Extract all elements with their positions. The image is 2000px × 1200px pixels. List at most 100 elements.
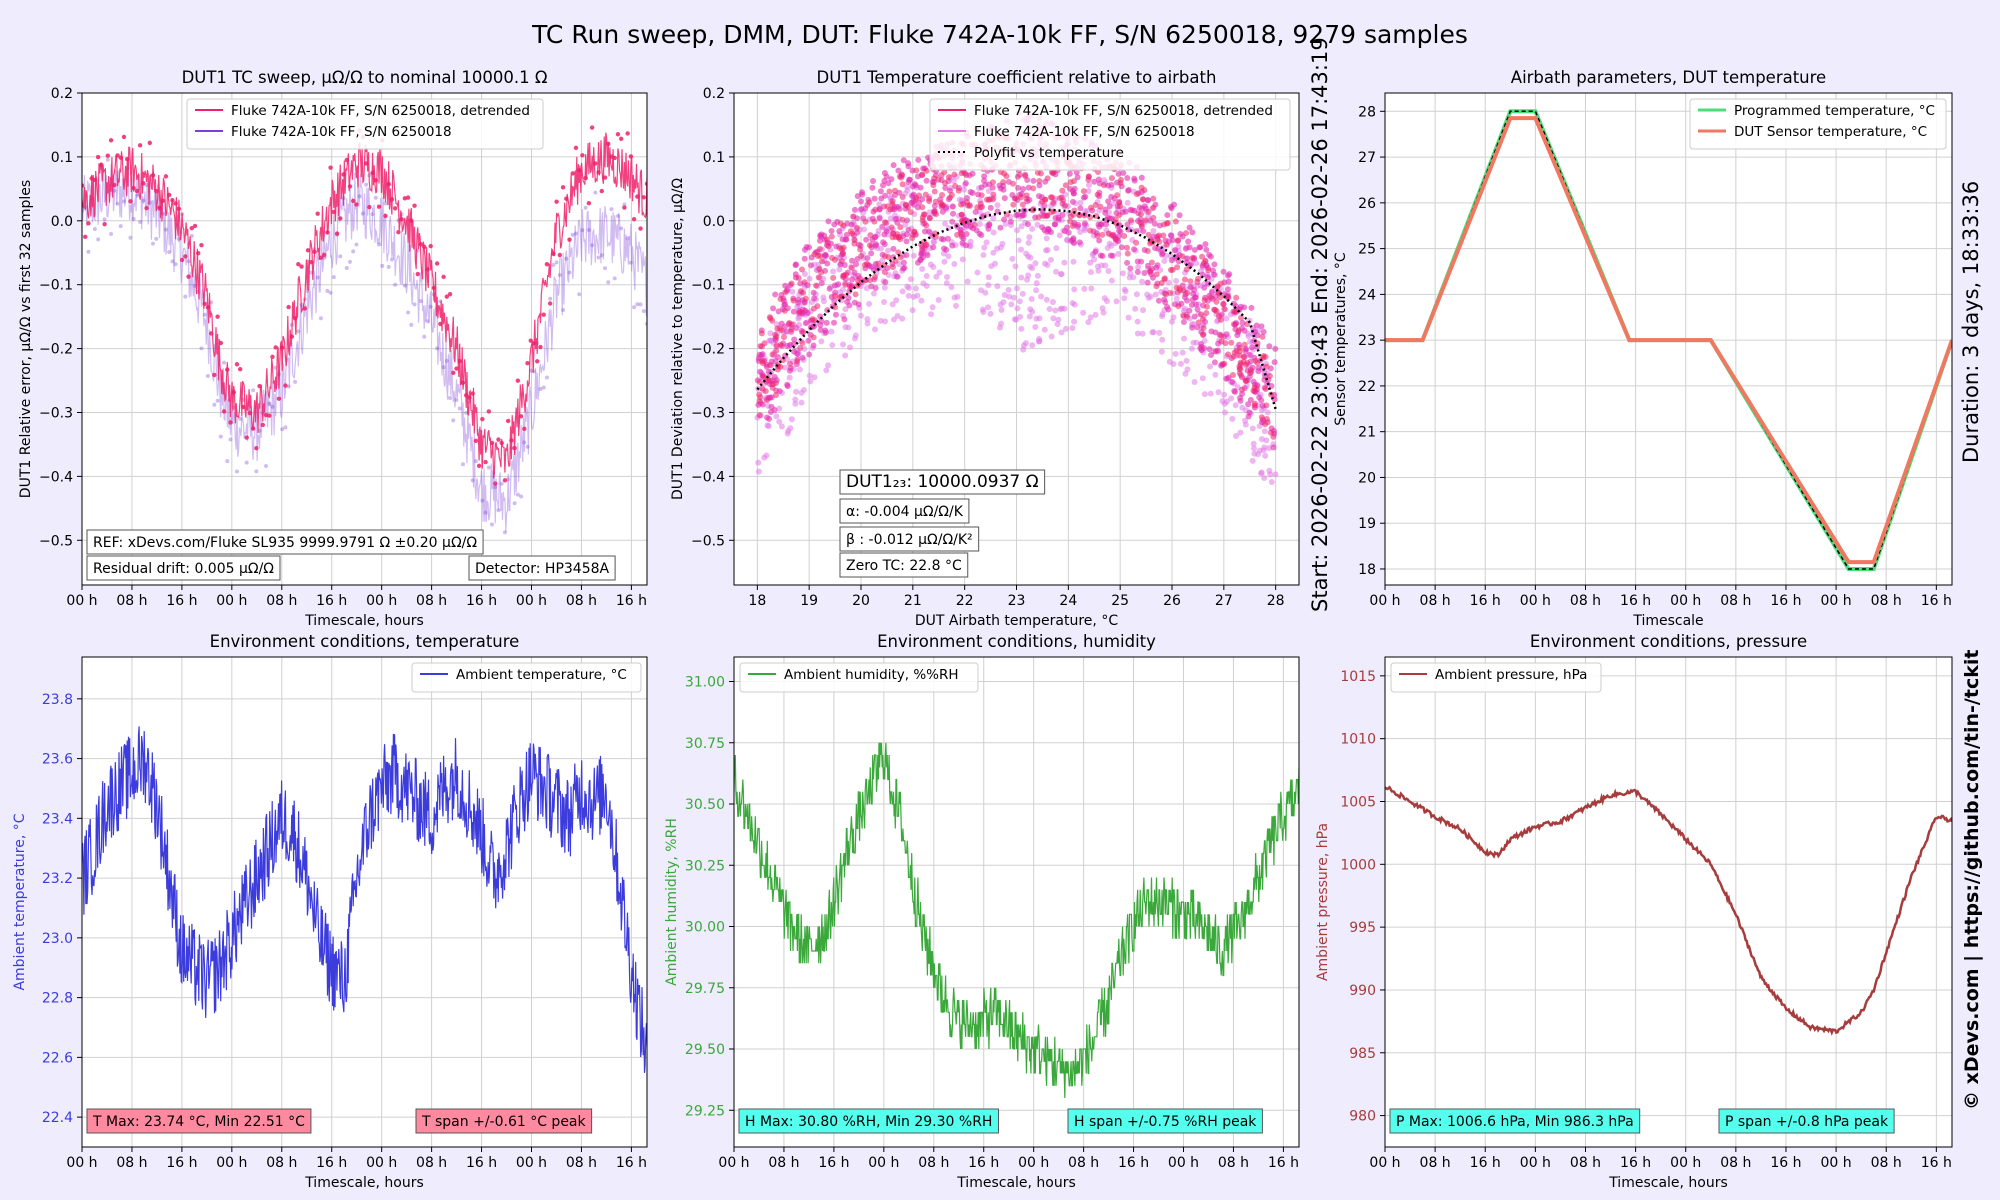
- y-tick-label: 990: [1349, 983, 1376, 999]
- raw-point: [493, 485, 498, 490]
- detrended-point: [871, 195, 878, 202]
- raw-point: [776, 418, 783, 425]
- detrended-point: [1213, 298, 1220, 305]
- detrended-point: [225, 367, 230, 372]
- detrended-point: [267, 413, 272, 418]
- raw-point: [1261, 428, 1268, 435]
- raw-point: [1002, 274, 1009, 281]
- raw-point: [1249, 457, 1256, 464]
- detrended-point: [325, 230, 330, 235]
- detrended-point: [813, 282, 820, 289]
- detrended-point: [777, 341, 784, 348]
- raw-point: [985, 274, 992, 281]
- raw-point: [1017, 313, 1024, 320]
- y-tick-label: 22: [1358, 379, 1376, 395]
- detrended-point: [1050, 208, 1057, 215]
- detrended-point: [1242, 348, 1249, 355]
- detrended-point: [1145, 231, 1152, 238]
- detrended-point: [825, 218, 832, 225]
- legend-label: Polyfit vs temperature: [974, 145, 1124, 161]
- x-tick-label: 08 h: [566, 593, 597, 609]
- detrended-point: [810, 342, 817, 349]
- raw-point: [1161, 257, 1168, 264]
- raw-point: [1016, 298, 1023, 305]
- detrended-point: [889, 263, 896, 270]
- x-tick-label: 08 h: [918, 1155, 949, 1171]
- raw-point: [960, 186, 967, 193]
- raw-point: [238, 416, 243, 421]
- raw-point: [936, 269, 943, 276]
- raw-point: [218, 434, 223, 439]
- raw-point: [929, 304, 936, 311]
- detrended-point: [801, 279, 808, 286]
- raw-point: [1206, 363, 1213, 370]
- detrended-point: [986, 221, 993, 228]
- detrended-point: [1098, 221, 1105, 228]
- detrended-point: [942, 184, 949, 191]
- detrended-point: [1087, 214, 1094, 221]
- raw-point: [792, 400, 799, 407]
- x-tick-label: 08 h: [768, 1155, 799, 1171]
- detrended-point: [776, 325, 783, 332]
- detrended-point: [1108, 175, 1115, 182]
- detrended-point: [909, 235, 916, 242]
- raw-point: [1057, 306, 1064, 313]
- x-tick-label: 16 h: [1770, 1155, 1801, 1171]
- detrended-point: [1267, 429, 1274, 436]
- raw-point: [889, 301, 896, 308]
- raw-point: [893, 297, 900, 304]
- detrended-point: [760, 373, 767, 380]
- detrended-point: [1238, 314, 1245, 321]
- detrended-point: [1041, 196, 1048, 203]
- charts: 0.2 0.1 0.0 −0.1 −0.2 −0.3 −0.4 −0.5 00 h 08 h 16 …: [12, 68, 1953, 1191]
- detrended-point: [1156, 238, 1163, 245]
- raw-point: [635, 302, 640, 307]
- detrended-point: [1140, 228, 1147, 235]
- detrended-point: [1262, 421, 1269, 428]
- detrended-point: [1112, 235, 1119, 242]
- raw-point: [328, 290, 333, 295]
- span-annotation: P span +/-0.8 hPa peak: [1725, 1114, 1889, 1130]
- legend-label: DUT Sensor temperature, °C: [1734, 124, 1927, 140]
- raw-point: [1092, 311, 1099, 318]
- raw-point: [951, 261, 958, 268]
- detrended-point: [959, 217, 966, 224]
- raw-point: [945, 253, 952, 260]
- detrended-point: [1241, 341, 1248, 348]
- detrended-point: [1260, 328, 1267, 335]
- raw-point: [435, 346, 440, 351]
- detrended-point: [1007, 218, 1014, 225]
- detrended-point: [806, 351, 813, 358]
- raw-point: [990, 215, 997, 222]
- detrended-point: [396, 229, 401, 235]
- detrended-point: [867, 232, 874, 239]
- raw-point: [959, 256, 966, 263]
- raw-point: [199, 346, 204, 351]
- detrended-point: [802, 295, 809, 302]
- raw-point: [994, 202, 1001, 209]
- raw-point: [964, 278, 971, 285]
- raw-point: [561, 308, 566, 313]
- detrended-point: [1237, 372, 1244, 379]
- max-min-annotation-box: [1389, 1108, 1641, 1134]
- detrended-point: [930, 182, 937, 189]
- raw-point: [942, 220, 949, 227]
- detrended-point: [1162, 299, 1169, 306]
- raw-point: [1212, 371, 1219, 378]
- max-min-annotation-box: [738, 1108, 999, 1134]
- legend-label: Fluke 742A-10k FF, S/N 6250018: [974, 124, 1195, 140]
- detrended-point: [344, 157, 349, 163]
- raw-point: [586, 227, 591, 232]
- raw-point: [1071, 286, 1078, 293]
- raw-point: [544, 375, 549, 380]
- raw-point: [109, 232, 114, 237]
- detrended-point: [1184, 313, 1191, 320]
- detrended-point: [1024, 221, 1031, 228]
- raw-point: [163, 227, 168, 232]
- detrended-point: [1067, 213, 1074, 220]
- detrended-point: [908, 199, 915, 206]
- ambient-line: [734, 742, 1299, 1099]
- y-tick-label: 1005: [1340, 794, 1376, 810]
- detrended-point: [631, 217, 637, 222]
- y-tick-label: 23.4: [42, 811, 73, 827]
